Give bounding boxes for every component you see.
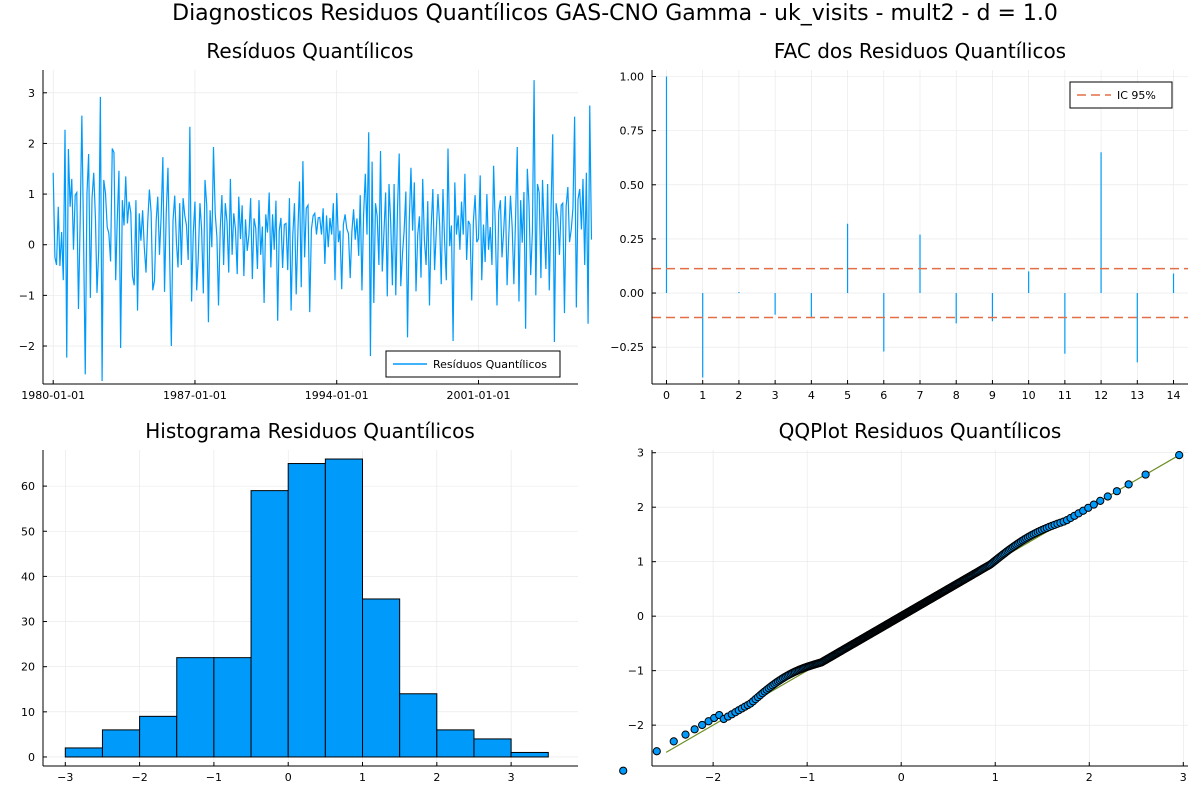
qqplot-point xyxy=(669,737,678,746)
residuals-series-line xyxy=(52,80,593,381)
qqplot-point xyxy=(698,720,707,730)
acf-x-tick-label: 7 xyxy=(917,389,924,402)
figure-title: Diagnosticos Residuos Quantílicos GAS-CN… xyxy=(172,1,1058,26)
histogram-x-tick-label: 3 xyxy=(508,771,515,784)
residuals-line-y-tick-label: −2 xyxy=(19,340,35,353)
histogram-x-tick-label: 0 xyxy=(285,771,292,784)
histogram-bar xyxy=(213,657,252,758)
acf-x-tick-label: 1 xyxy=(699,389,706,402)
histogram-x-tick-label: 2 xyxy=(433,771,440,784)
residuals-line-panel: Resíduos Quantílicos 1980-01-01 1987-01-0… xyxy=(19,39,593,402)
histogram-x-tick-label: 1 xyxy=(359,771,366,784)
residuals-line-legend-label: Resíduos Quantílicos xyxy=(433,358,547,371)
acf-x-tick-label: 14 xyxy=(1167,389,1181,402)
histogram-x-tick-label: −1 xyxy=(206,771,222,784)
histogram-bar xyxy=(510,751,549,758)
acf-x-tick-label: 5 xyxy=(844,389,851,402)
qqplot-x-tick-label: −1 xyxy=(799,771,815,784)
qqplot-point xyxy=(1141,470,1150,479)
histogram-bar xyxy=(101,729,141,758)
qqplot-y-tick-label: 2 xyxy=(637,501,644,514)
qqplot-point xyxy=(652,747,661,756)
histogram-panel: Histograma Residuos Quantílicos −3 −2 −1 0 1… xyxy=(21,419,578,784)
qqplot-point xyxy=(1089,500,1098,509)
histogram-x-tick-label: −3 xyxy=(57,771,73,784)
acf-x-tick-label: 13 xyxy=(1130,389,1144,402)
acf-x-tick-label: 9 xyxy=(989,389,996,402)
histogram-y-tick-label: 50 xyxy=(21,525,35,538)
acf-y-tick-label: 0.25 xyxy=(620,233,645,246)
qqplot-panel: QQPlot Residuos Quantílicos −2 −1 0 1 2 3 −2 −1… xyxy=(619,419,1188,784)
acf-y-tick-label: −0.25 xyxy=(610,341,644,354)
histogram-bar xyxy=(176,657,215,758)
qqplot-x-tick-label: −2 xyxy=(705,771,721,784)
histogram-bar xyxy=(250,490,289,758)
qqplot-x-tick-label: 2 xyxy=(1086,771,1093,784)
histogram-y-tick-label: 0 xyxy=(28,751,35,764)
acf-x-tick-label: 0 xyxy=(663,389,670,402)
residuals-line-y-tick-label: 3 xyxy=(28,87,35,100)
histogram-bar xyxy=(436,729,475,758)
histogram-bar xyxy=(64,747,103,758)
residuals-line-y-tick-label: 2 xyxy=(28,137,35,150)
histogram-y-tick-label: 10 xyxy=(21,706,35,719)
acf-x-tick-label: 10 xyxy=(1022,389,1036,402)
acf-x-tick-label: 2 xyxy=(735,389,742,402)
qqplot-point xyxy=(1096,496,1105,505)
residuals-line-y-tick-label: 1 xyxy=(28,188,35,201)
acf-x-tick-label: 8 xyxy=(953,389,960,402)
acf-y-tick-label: 1.00 xyxy=(620,70,645,83)
qqplot-x-tick-label: 0 xyxy=(898,771,905,784)
residuals-line-x-tick-label: 1980-01-01 xyxy=(21,389,85,402)
acf-x-tick-label: 12 xyxy=(1094,389,1108,402)
residuals-line-y-tick-label: 0 xyxy=(28,239,35,252)
residuals-line-title: Resíduos Quantílicos xyxy=(206,39,413,63)
histogram-x-tick-label: −2 xyxy=(131,771,147,784)
qqplot-point xyxy=(1103,492,1112,501)
acf-legend-label: IC 95% xyxy=(1117,89,1156,102)
residuals-line-x-tick-label: 1987-01-01 xyxy=(163,389,227,402)
histogram-bar xyxy=(324,458,364,758)
acf-x-tick-label: 6 xyxy=(880,389,887,402)
acf-legend: IC 95% xyxy=(1069,81,1173,109)
histogram-y-tick-label: 20 xyxy=(21,661,35,674)
qqplot-point xyxy=(1175,451,1184,460)
histogram-bar xyxy=(399,693,438,758)
acf-x-tick-label: 11 xyxy=(1058,389,1072,402)
qqplot-y-tick-label: −1 xyxy=(628,665,644,678)
qqplot-point xyxy=(681,730,690,739)
acf-x-tick-label: 4 xyxy=(808,389,815,402)
qqplot-x-tick-label: 3 xyxy=(1180,771,1187,784)
acf-y-tick-label: 0.75 xyxy=(620,125,645,138)
histogram-y-tick-label: 40 xyxy=(21,570,35,583)
histogram-y-tick-label: 60 xyxy=(21,480,35,493)
qqplot-point xyxy=(1124,480,1133,489)
histogram-bar xyxy=(139,715,178,758)
residuals-line-x-tick-label: 1994-01-01 xyxy=(305,389,369,402)
residuals-line-y-tick-label: −1 xyxy=(19,289,35,302)
acf-title: FAC dos Residuos Quantílicos xyxy=(774,39,1066,63)
acf-x-tick-label: 3 xyxy=(772,389,779,402)
residuals-line-x-tick-label: 2001-01-01 xyxy=(447,389,511,402)
qqplot-y-tick-label: 0 xyxy=(637,610,644,623)
histogram-bar xyxy=(473,738,512,758)
residuals-line-legend: Resíduos Quantílicos xyxy=(385,350,561,378)
qqplot-x-tick-label: 1 xyxy=(992,771,999,784)
qqplot-point xyxy=(690,725,699,734)
qqplot-y-tick-label: 1 xyxy=(637,556,644,569)
qqplot-y-tick-label: 3 xyxy=(637,447,644,460)
acf-y-tick-label: 0.00 xyxy=(620,287,645,300)
histogram-bar xyxy=(362,598,401,758)
histogram-bar xyxy=(287,463,326,758)
qqplot-point xyxy=(1112,487,1121,496)
histogram-y-tick-label: 30 xyxy=(21,616,35,629)
qqplot-title: QQPlot Residuos Quantílicos xyxy=(779,419,1062,443)
qqplot-point xyxy=(619,766,628,775)
qqplot-y-tick-label: −2 xyxy=(628,719,644,732)
acf-y-tick-label: 0.50 xyxy=(620,179,645,192)
histogram-title: Histograma Residuos Quantílicos xyxy=(145,419,475,443)
